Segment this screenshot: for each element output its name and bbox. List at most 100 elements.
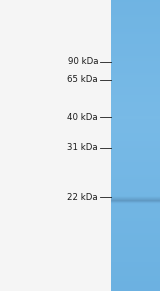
Bar <box>111 119 160 122</box>
Bar <box>111 116 160 119</box>
Bar <box>111 56 160 59</box>
Bar <box>111 267 160 270</box>
Bar <box>111 111 160 114</box>
Bar <box>111 87 160 90</box>
Bar <box>111 150 160 153</box>
Bar <box>111 221 160 223</box>
Bar <box>111 289 160 291</box>
Bar <box>111 51 160 54</box>
Bar <box>111 31 160 34</box>
Bar <box>111 121 160 124</box>
Bar <box>111 114 160 117</box>
Bar <box>111 41 160 44</box>
Bar <box>111 24 160 27</box>
Bar <box>111 153 160 156</box>
Bar <box>111 200 160 202</box>
Bar <box>111 19 160 22</box>
Bar <box>111 82 160 85</box>
Bar <box>111 201 160 203</box>
Bar <box>111 198 160 199</box>
Bar <box>111 0 160 3</box>
Bar <box>111 155 160 158</box>
Bar <box>111 272 160 274</box>
Bar <box>111 80 160 83</box>
Bar <box>111 100 160 102</box>
Text: 65 kDa: 65 kDa <box>67 75 98 84</box>
Bar <box>111 269 160 272</box>
Bar <box>111 252 160 255</box>
Bar <box>111 274 160 277</box>
Bar <box>111 136 160 139</box>
Bar <box>111 49 160 52</box>
Bar <box>111 223 160 226</box>
Bar <box>111 39 160 42</box>
Bar <box>111 201 160 204</box>
Bar <box>111 240 160 243</box>
Bar <box>111 235 160 238</box>
Bar <box>111 73 160 76</box>
Bar <box>111 22 160 25</box>
Bar <box>111 257 160 260</box>
Bar <box>111 199 160 202</box>
Text: 90 kDa: 90 kDa <box>68 58 98 67</box>
Bar <box>111 131 160 134</box>
Bar <box>111 197 160 198</box>
Bar <box>111 5 160 8</box>
Bar <box>111 44 160 47</box>
Bar <box>111 126 160 129</box>
Bar <box>111 182 160 185</box>
Bar <box>111 46 160 49</box>
Bar <box>111 2 160 5</box>
Bar <box>111 29 160 32</box>
Text: 22 kDa: 22 kDa <box>67 193 98 201</box>
Bar <box>111 279 160 282</box>
Bar <box>111 262 160 265</box>
Bar <box>111 228 160 231</box>
Bar <box>111 53 160 56</box>
Bar <box>111 255 160 258</box>
Bar <box>111 129 160 132</box>
Bar <box>111 162 160 165</box>
Text: 40 kDa: 40 kDa <box>67 113 98 122</box>
Bar <box>111 141 160 143</box>
Bar <box>111 15 160 17</box>
Bar <box>111 102 160 105</box>
Bar <box>111 187 160 190</box>
Bar <box>111 204 160 207</box>
Bar <box>111 206 160 209</box>
Bar <box>111 194 160 196</box>
Bar <box>111 58 160 61</box>
Bar <box>111 170 160 173</box>
Bar <box>111 95 160 97</box>
Bar <box>111 180 160 182</box>
Bar <box>111 70 160 73</box>
Bar <box>111 63 160 66</box>
Bar <box>111 191 160 194</box>
Bar <box>111 196 160 199</box>
Bar <box>111 175 160 178</box>
Bar <box>111 78 160 81</box>
Bar <box>111 92 160 95</box>
Bar <box>111 124 160 127</box>
Bar <box>111 109 160 112</box>
Bar <box>111 247 160 250</box>
Bar <box>111 211 160 214</box>
Bar <box>111 158 160 161</box>
Bar <box>111 104 160 107</box>
Bar <box>111 27 160 30</box>
Bar <box>111 189 160 192</box>
Bar <box>111 165 160 168</box>
Bar <box>111 85 160 88</box>
Bar <box>111 107 160 110</box>
Bar <box>111 245 160 248</box>
Bar <box>111 143 160 146</box>
Bar <box>111 194 160 197</box>
Bar <box>111 250 160 253</box>
Bar <box>111 160 160 163</box>
Bar <box>111 281 160 284</box>
Bar <box>111 12 160 15</box>
Bar <box>111 238 160 241</box>
Bar <box>111 205 160 206</box>
Bar <box>111 36 160 39</box>
Bar <box>111 184 160 187</box>
